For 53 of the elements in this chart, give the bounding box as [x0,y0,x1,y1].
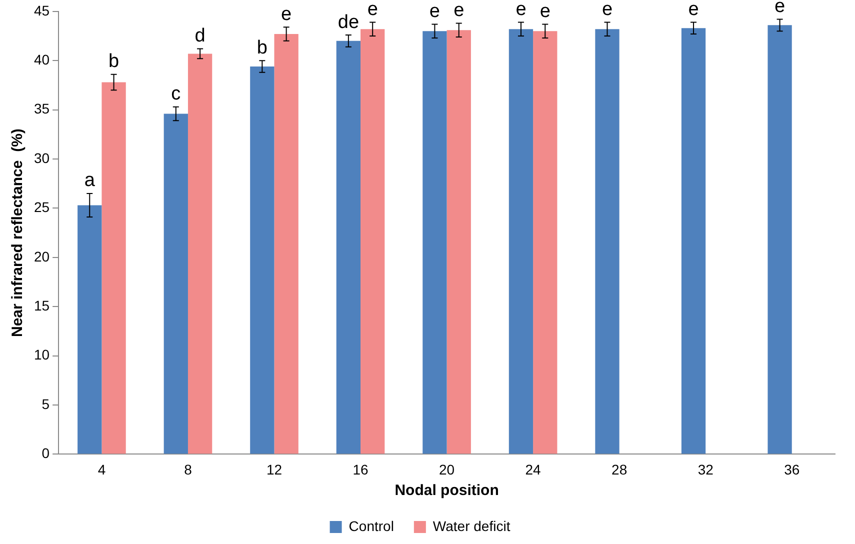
bar [164,114,188,454]
x-tick-label: 4 [98,461,106,478]
x-tick-label: 20 [438,461,455,478]
annotation: e [540,0,550,22]
annotation: e [429,0,440,22]
annotation: b [256,37,268,58]
x-tick-label: 12 [266,461,282,478]
annotation: e [281,4,292,25]
x-tick-label: 16 [352,461,369,478]
x-tick-label: 36 [784,461,800,478]
annotation: e [454,0,464,21]
bar [595,29,620,454]
x-tick-label: 28 [612,461,628,478]
bar [508,29,534,454]
bar [446,30,471,454]
annotation: d [194,26,206,47]
y-tick-label: 10 [34,346,50,363]
legend-label: Water deficit [432,518,510,534]
legend-label: Control [348,518,394,534]
annotation: e [367,0,378,20]
annotation: b [108,51,120,72]
bar [422,31,447,454]
y-tick-label: 15 [34,297,50,314]
bar [768,25,792,454]
x-axis-title: Nodal position [394,482,499,500]
y-tick-label: 40 [34,51,50,68]
annotation: e [602,0,613,20]
y-tick-label: 20 [34,248,50,264]
bar [78,205,102,454]
annotation: e [774,0,786,18]
annotation: e [516,0,526,20]
y-tick-label: 25 [34,199,50,216]
y-tick-label: 30 [34,150,50,166]
y-tick-label: 0 [42,445,50,462]
y-tick-label: 45 [34,2,50,18]
y-axis-title: Near infrared reflectance (%) [9,128,26,338]
annotation: c [171,84,181,105]
x-tick-label: 24 [525,461,542,478]
bar [188,54,212,454]
bar [681,28,706,454]
bar [360,29,385,454]
bar [250,66,274,454]
bar [274,34,298,454]
bar [102,82,126,454]
y-tick-label: 5 [42,396,50,412]
annotation: de [338,12,360,33]
bar [533,31,558,454]
annotation: e [688,0,699,20]
bar [336,40,361,454]
annotation: a [84,170,96,192]
x-tick-label: 8 [184,461,192,478]
x-tick-label: 32 [698,461,714,478]
y-tick-label: 35 [34,100,50,117]
